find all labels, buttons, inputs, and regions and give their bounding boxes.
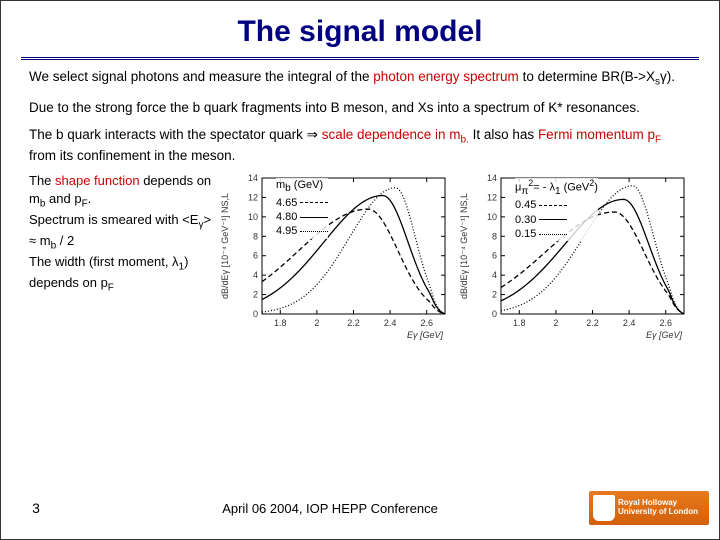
svg-text:2: 2 <box>314 318 319 328</box>
svg-text:2: 2 <box>253 290 258 300</box>
svg-text:dB/dEγ [10⁻⁴ GeV⁻¹] NS,L: dB/dEγ [10⁻⁴ GeV⁻¹] NS,L <box>220 194 230 300</box>
chart-left: 1.8 2 2.2 2.4 2.6 0 2 4 6 8 10 12 14 Eγ [GeV] dB/dEγ [… <box>218 172 453 342</box>
svg-text:2: 2 <box>553 318 558 328</box>
svg-text:12: 12 <box>487 193 497 203</box>
chart-right: 1.8 2 2.2 2.4 2.6 0 2 4 6 8 10 12 14 Eγ [GeV] dB/dEγ [… <box>457 172 692 342</box>
svg-text:6: 6 <box>253 251 258 261</box>
slide-title: The signal model <box>1 1 719 55</box>
paragraph-1: We select signal photons and measure the… <box>1 60 719 91</box>
svg-text:1.8: 1.8 <box>274 318 287 328</box>
svg-text:2.4: 2.4 <box>384 318 397 328</box>
svg-text:2.4: 2.4 <box>623 318 636 328</box>
svg-text:Eγ [GeV]: Eγ [GeV] <box>407 330 444 340</box>
lower-content-row: The shape function depends on mb and pF.… <box>1 166 719 342</box>
footer: 3 April 06 2004, IOP HEPP Conference Roy… <box>1 491 719 525</box>
svg-text:0: 0 <box>492 309 497 319</box>
svg-text:dB/dEγ [10⁻⁴ GeV⁻¹] NS,L: dB/dEγ [10⁻⁴ GeV⁻¹] NS,L <box>459 194 469 300</box>
svg-text:0: 0 <box>253 309 258 319</box>
paragraph-3: The b quark interacts with the spectator… <box>1 118 719 166</box>
university-logo: Royal HollowayUniversity of London <box>589 491 709 525</box>
legend-left: mb (GeV) 4.65 4.80 4.95 <box>276 178 328 238</box>
svg-text:2.2: 2.2 <box>586 318 599 328</box>
svg-text:1.8: 1.8 <box>513 318 526 328</box>
svg-text:14: 14 <box>248 173 258 183</box>
svg-text:2.2: 2.2 <box>347 318 360 328</box>
shape-function-text: The shape function depends on mb and pF.… <box>29 172 214 295</box>
svg-text:4: 4 <box>492 271 497 281</box>
svg-text:8: 8 <box>253 232 258 242</box>
svg-text:2: 2 <box>492 290 497 300</box>
paragraph-2: Due to the strong force the b quark frag… <box>1 91 719 119</box>
svg-text:Eγ [GeV]: Eγ [GeV] <box>646 330 683 340</box>
svg-text:2.6: 2.6 <box>659 318 672 328</box>
legend-right: μπ2= - λ1 (GeV2) 0.45 0.30 0.15 <box>515 178 598 241</box>
svg-text:10: 10 <box>487 212 497 222</box>
svg-text:12: 12 <box>248 193 258 203</box>
footer-text: April 06 2004, IOP HEPP Conference <box>71 501 589 516</box>
svg-text:6: 6 <box>492 251 497 261</box>
svg-text:10: 10 <box>248 212 258 222</box>
page-number: 3 <box>1 500 71 516</box>
svg-text:4: 4 <box>253 271 258 281</box>
svg-text:2.6: 2.6 <box>420 318 433 328</box>
svg-text:8: 8 <box>492 232 497 242</box>
svg-text:14: 14 <box>487 173 497 183</box>
shield-icon <box>593 495 615 521</box>
